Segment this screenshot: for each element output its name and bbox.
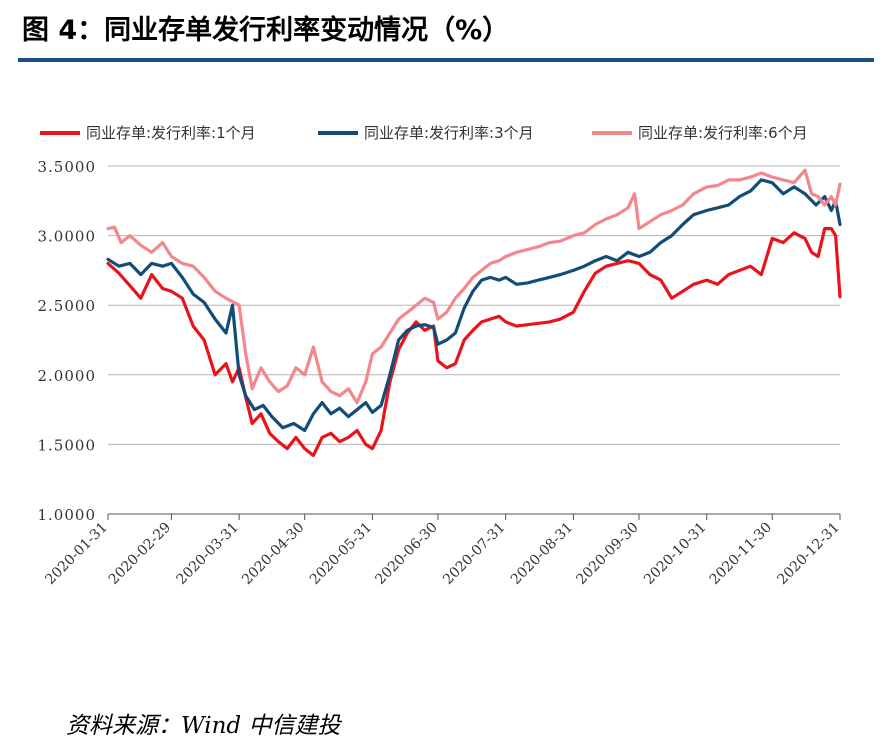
- y-tick-label: 1.5000: [38, 436, 97, 454]
- line-chart: 同业存单:发行利率:1个月 同业存单:发行利率:3个月 同业存单:发行利率:6个月 …: [38, 124, 843, 588]
- x-tick-label: 2020-07-31: [440, 520, 508, 588]
- x-tick-label: 2020-05-31: [307, 520, 375, 588]
- x-tick-label: 2020-08-31: [508, 520, 576, 588]
- x-tick-label: 2020-02-29: [106, 520, 174, 588]
- x-tick-label: 2020-03-31: [174, 520, 242, 588]
- series-line-3: [106, 168, 842, 405]
- y-tick-label: 1.0000: [38, 506, 97, 524]
- plot-area: [106, 168, 842, 458]
- x-tick-label: 2020-09-30: [573, 520, 641, 588]
- x-tick-label: 2020-12-31: [774, 520, 842, 588]
- figure-title: 图 4：同业存单发行利率变动情况（%）: [22, 15, 510, 46]
- x-tick-label: 2020-01-31: [42, 520, 110, 588]
- chart-legend: 同业存单:发行利率:1个月 同业存单:发行利率:3个月 同业存单:发行利率:6个月: [40, 124, 808, 142]
- y-axis: 3.5000 3.0000 2.5000 2.0000 1.5000 1.0000: [38, 158, 97, 524]
- y-tick-label: 2.0000: [38, 367, 97, 385]
- legend-label-2: 同业存单:发行利率:3个月: [364, 124, 534, 142]
- x-tick-label: 2020-10-31: [641, 520, 709, 588]
- y-tick-label: 3.5000: [38, 158, 97, 176]
- legend-label-1: 同业存单:发行利率:1个月: [86, 124, 256, 142]
- legend-label-3: 同业存单:发行利率:6个月: [638, 124, 808, 142]
- series-line-1: [106, 227, 842, 458]
- title-divider: [18, 58, 874, 62]
- y-tick-label: 3.0000: [38, 228, 97, 246]
- series-line-2: [106, 178, 842, 433]
- x-tick-label: 2020-11-30: [707, 520, 775, 588]
- source-note: 资料来源：Wind 中信建投: [66, 713, 341, 739]
- chart-gridlines: [108, 165, 840, 445]
- x-tick-label: 2020-06-30: [372, 520, 440, 588]
- y-tick-label: 2.5000: [38, 297, 97, 315]
- x-tick-label: 2020-04-30: [239, 520, 307, 588]
